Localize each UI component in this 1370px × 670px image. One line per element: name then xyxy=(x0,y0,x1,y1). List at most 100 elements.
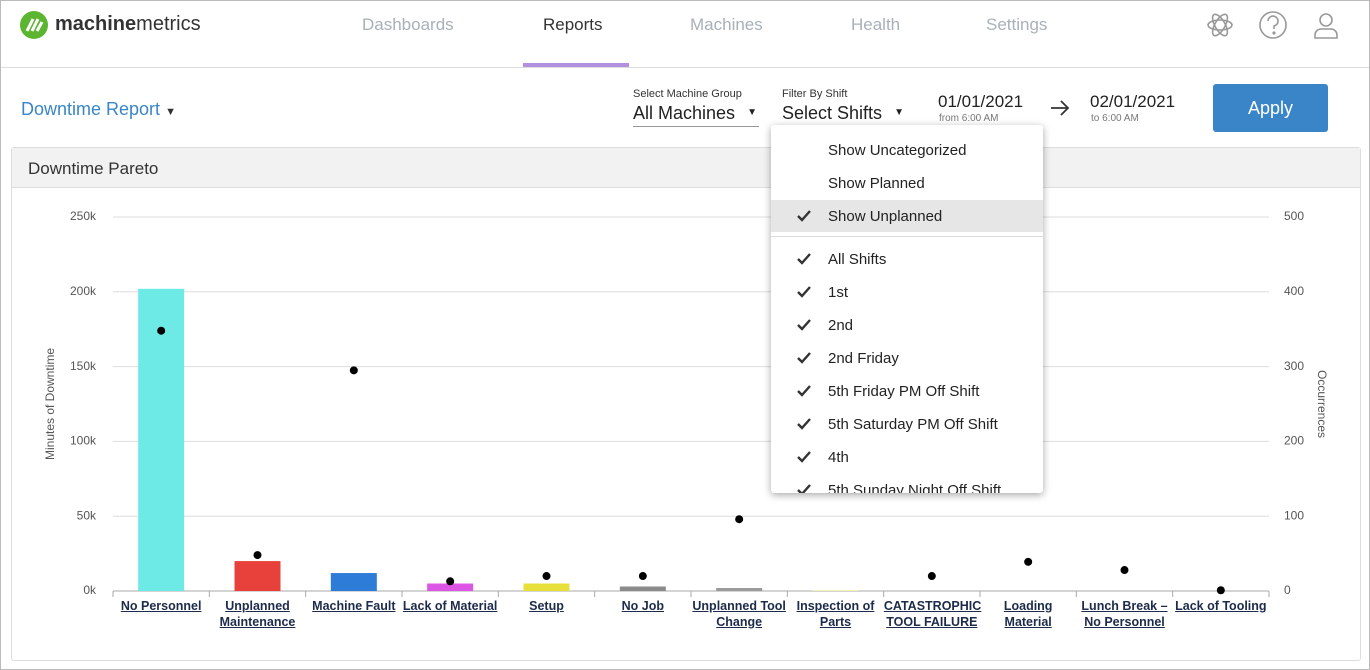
apply-button[interactable]: Apply xyxy=(1213,84,1328,132)
nav-item[interactable]: Health xyxy=(851,15,901,34)
occurrence-dot xyxy=(253,551,262,560)
report-title: Downtime Report xyxy=(21,99,161,119)
check-path xyxy=(797,286,811,298)
logo-icon xyxy=(20,11,48,39)
to-date[interactable]: 02/01/2021 xyxy=(1090,92,1176,111)
check-icon xyxy=(797,319,811,331)
report-select[interactable]: Downtime Report ▼ xyxy=(21,99,176,119)
occurrence-dot xyxy=(157,326,166,335)
x-tick-label[interactable]: Loading Material xyxy=(1003,599,1053,629)
shift-select[interactable]: Select Shifts ▼ xyxy=(782,103,904,123)
occurrence-dot xyxy=(349,366,358,375)
menu-separator xyxy=(771,236,1043,237)
y2-tick-label: 100 xyxy=(1284,508,1304,522)
x-tick-label[interactable]: No Personnel xyxy=(120,599,202,613)
bar xyxy=(427,583,474,591)
occurrence-dot xyxy=(542,572,551,581)
group-value: All Machines xyxy=(633,103,736,123)
y2-axis-title: Occurrences xyxy=(1315,370,1329,438)
menu-item[interactable]: 4th xyxy=(771,441,1043,473)
menu-item[interactable]: 5th Friday PM Off Shift xyxy=(771,375,1043,407)
check-icon xyxy=(797,253,811,265)
menu-item-label: 5th Sunday Night Off Shift xyxy=(828,482,1002,493)
menu-item-label: 2nd Friday xyxy=(828,350,899,367)
menu-item-label: 5th Saturday PM Off Shift xyxy=(828,416,998,433)
menu-item[interactable]: 2nd xyxy=(771,309,1043,341)
arrow xyxy=(1051,100,1070,116)
logo-bold: machine xyxy=(55,13,137,35)
menu-item[interactable]: Show Planned xyxy=(771,167,1043,199)
occurrence-dot xyxy=(735,515,744,524)
x-tick-label[interactable]: Lack of Material xyxy=(402,599,498,613)
x-tick-label[interactable]: Unplanned Tool Change xyxy=(692,599,786,629)
check-icon xyxy=(797,385,811,397)
bar xyxy=(234,561,281,591)
nav-item[interactable]: Machines xyxy=(690,15,763,34)
y-axis-title: Minutes of Downtime xyxy=(43,348,57,460)
check-path xyxy=(797,484,811,493)
menu-item[interactable]: All Shifts xyxy=(771,243,1043,275)
y-tick-label: 50k xyxy=(77,508,97,522)
y2-tick-label: 300 xyxy=(1284,359,1304,373)
nav-item[interactable]: Dashboards xyxy=(362,15,454,34)
bar xyxy=(619,586,666,591)
bar xyxy=(330,573,377,591)
from-date[interactable]: 01/01/2021 xyxy=(938,92,1024,111)
check-icon xyxy=(797,484,811,493)
nav-item[interactable]: Settings xyxy=(986,15,1048,34)
menu-item-label: Show Uncategorized xyxy=(828,142,967,159)
menu-item[interactable]: Show Uncategorized xyxy=(771,134,1043,166)
to-time: to 6:00 AM xyxy=(1091,113,1139,124)
check-path xyxy=(797,210,811,222)
x-tick-label[interactable]: Machine Fault xyxy=(312,599,396,613)
x-tick-label[interactable]: Inspection of Parts xyxy=(796,599,875,629)
menu-item[interactable]: 5th Sunday Night Off Shift xyxy=(771,474,1043,493)
check-icon xyxy=(797,418,811,430)
top-bar: machinemetrics xyxy=(1,1,1369,68)
menu-item-label: 4th xyxy=(828,449,849,466)
header-icons xyxy=(1207,11,1338,39)
y-tick-label: 250k xyxy=(70,209,97,223)
bar xyxy=(523,583,570,591)
y2-tick-label: 400 xyxy=(1284,284,1304,298)
occurrence-dot xyxy=(1024,557,1033,566)
menu-item-label: 2nd xyxy=(828,317,854,334)
menu-item[interactable]: 2nd Friday xyxy=(771,342,1043,374)
x-tick-label[interactable]: Setup xyxy=(529,599,564,613)
bar xyxy=(716,588,763,591)
y2-tick-label: 0 xyxy=(1284,583,1291,597)
y-tick-label: 100k xyxy=(70,434,97,448)
occurrence-dot xyxy=(446,577,455,586)
check-icon xyxy=(797,286,811,298)
menu-item[interactable]: 5th Saturday PM Off Shift xyxy=(771,408,1043,440)
bar xyxy=(138,288,185,591)
menu-item[interactable]: Show Unplanned xyxy=(771,200,1043,232)
shift-label: Filter By Shift xyxy=(782,88,848,100)
menu-item[interactable]: 1st xyxy=(771,276,1043,308)
menu-item-label: All Shifts xyxy=(828,251,887,268)
x-tick-label[interactable]: Lunch Break – No Personnel xyxy=(1081,599,1168,629)
menu-item-label: Show Planned xyxy=(828,175,925,192)
nav-active-bar xyxy=(523,63,629,67)
y2-tick-label: 200 xyxy=(1284,434,1304,448)
check-icon xyxy=(797,210,811,222)
occurrence-dot xyxy=(927,572,936,581)
group-select[interactable]: All Machines ▼ xyxy=(633,103,759,127)
menu-item-label: Show Unplanned xyxy=(828,208,943,225)
occurrence-dot xyxy=(1120,566,1129,575)
x-tick-label[interactable]: CATASTROPHIC TOOL FAILURE xyxy=(883,599,982,629)
x-tick-label[interactable]: Unplanned Maintenance xyxy=(219,599,296,629)
group-label: Select Machine Group xyxy=(633,88,742,100)
shift-value: Select Shifts xyxy=(782,103,883,123)
nav-item[interactable]: Reports xyxy=(543,15,603,34)
check-path xyxy=(797,352,811,364)
occurrence-dot xyxy=(638,572,647,581)
check-icon xyxy=(797,352,811,364)
x-tick-label[interactable]: No Job xyxy=(621,599,664,613)
y-tick-label: 200k xyxy=(70,284,97,298)
x-tick-label[interactable]: Lack of Tooling xyxy=(1175,599,1267,613)
menu-item-label: 1st xyxy=(828,284,849,301)
menu-item-label: 5th Friday PM Off Shift xyxy=(828,383,980,400)
check-path xyxy=(797,418,811,430)
